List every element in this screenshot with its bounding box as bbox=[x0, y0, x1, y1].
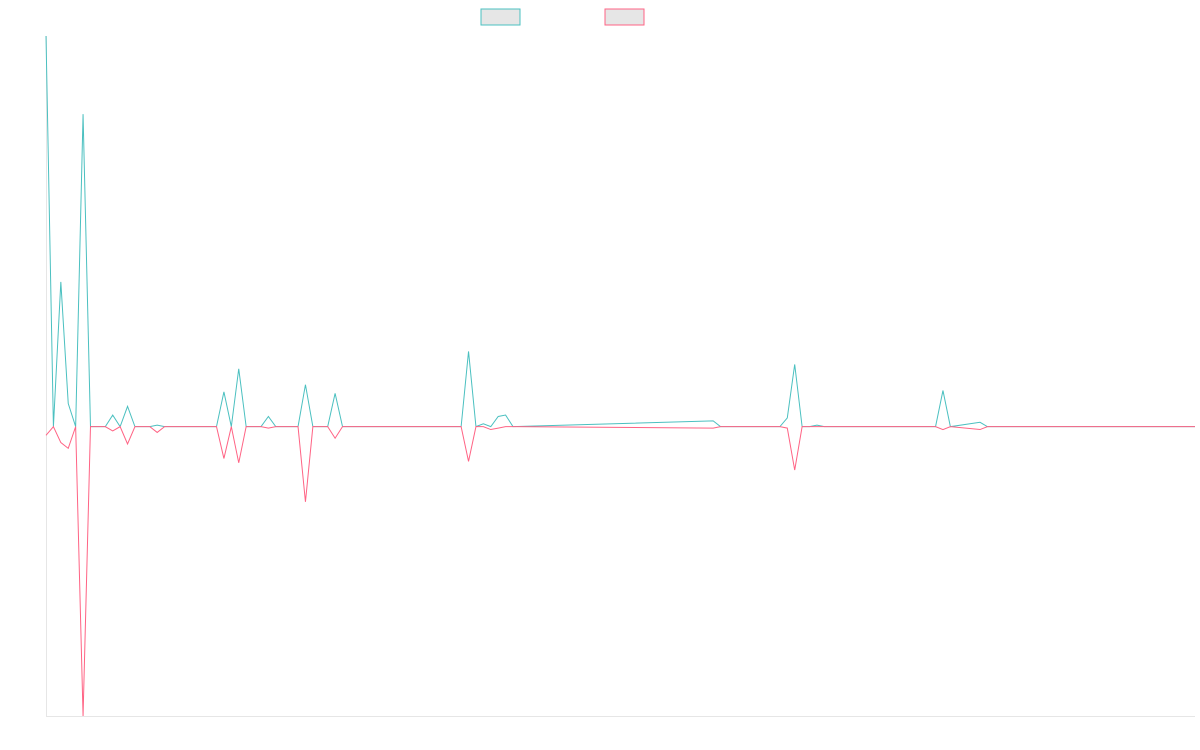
legend-swatch-series-2[interactable] bbox=[604, 8, 645, 26]
series-line-2 bbox=[45, 425, 1195, 717]
series-line-1 bbox=[45, 35, 1195, 428]
legend-swatch-series-1[interactable] bbox=[480, 8, 521, 26]
legend[interactable] bbox=[480, 8, 645, 26]
plot-area bbox=[45, 35, 1195, 717]
axes bbox=[46, 36, 1195, 717]
